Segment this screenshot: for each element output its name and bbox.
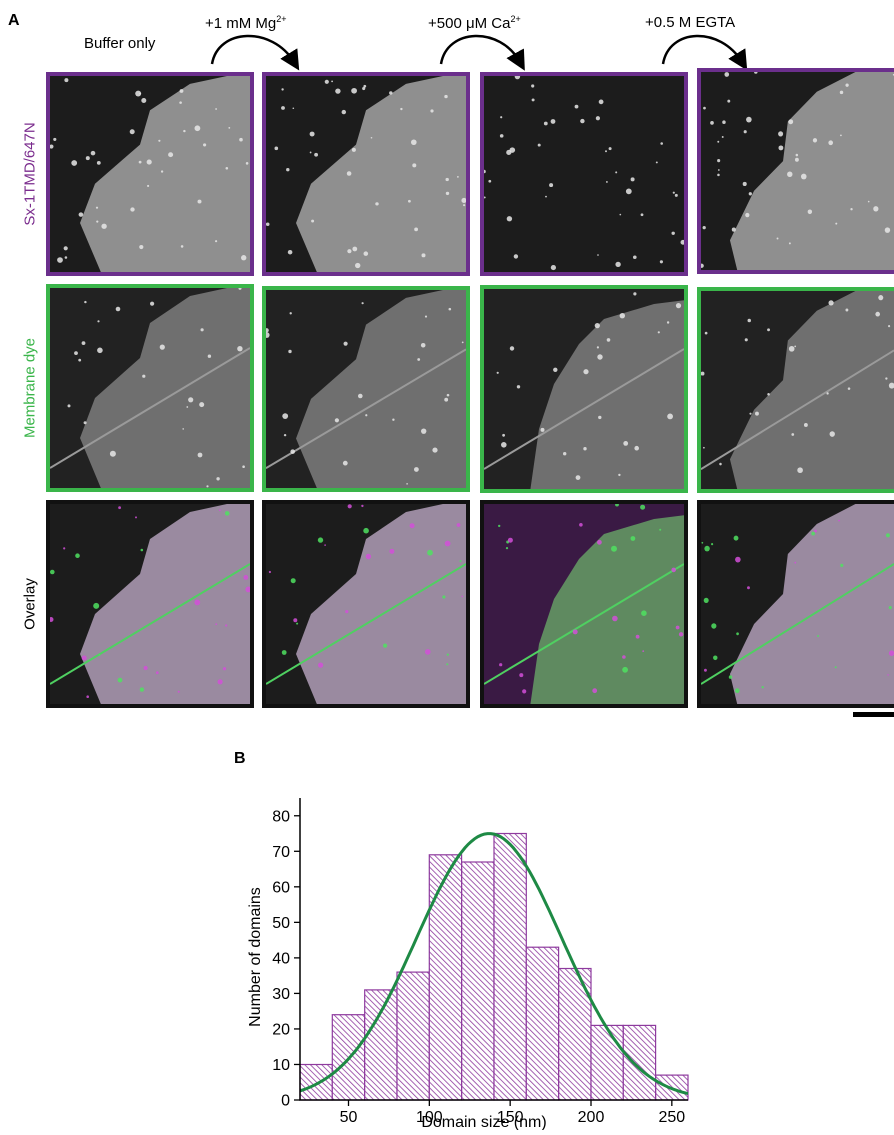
y-tick-label: 70 [272,844,290,861]
histogram-bar [590,1024,624,1101]
y-tick-label: 40 [272,950,290,967]
histogram-bar [493,832,527,1101]
image-overlay-egta [697,500,894,708]
y-tick-label: 30 [272,986,290,1003]
histogram-bar [364,989,398,1101]
panel-a-letter: A [8,12,20,29]
y-tick-label: 20 [272,1021,290,1038]
row-label-overlay: Overlay [21,578,39,630]
image-membrane-mg [262,286,470,492]
x-tick-label: 50 [340,1109,358,1126]
histogram-svg: 0 10 20 30 40 50 60 70 80 50 100 150 200 250 Domain si… [247,798,689,1131]
image-membrane-buffer [46,284,254,492]
condition-label-ca: +500 μM Ca2+ [428,14,521,32]
y-tick-label: 60 [272,879,290,896]
y-tick-label: 50 [272,915,290,932]
histogram-bar [396,971,430,1101]
histogram-bar [461,861,495,1101]
image-overlay-ca [480,500,688,708]
image-membrane-egta [697,287,894,493]
row-label-sx1tmd: Sx-1TMD/647N [21,122,39,226]
x-axis-label: Domain size (nm) [421,1114,546,1130]
gaussian-fit-line [299,832,689,1096]
histogram-bar [622,1024,657,1101]
x-tick-label: 100 [416,1109,443,1126]
histogram-bar [428,854,463,1101]
image-sx1tmd-mg [262,72,470,276]
image-sx1tmd-buffer [46,72,254,276]
x-tick-label: 200 [578,1109,605,1126]
condition-label-buffer: Buffer only [84,35,156,52]
arrow-to-egta [661,34,748,71]
image-overlay-buffer [46,500,254,708]
arrow-to-mg [210,34,300,71]
histogram-bar [525,946,560,1101]
image-sx1tmd-ca [480,72,688,276]
condition-label-egta: +0.5 M EGTA [645,14,736,31]
image-sx1tmd-egta [697,68,894,274]
y-tick-label: 0 [281,1093,290,1110]
x-tick-label: 150 [497,1109,524,1126]
y-axis-label: Number of domains [247,887,264,1027]
scale-bar [853,712,894,717]
y-tick-label: 80 [272,808,290,825]
condition-arrows [210,34,748,71]
condition-label-mg: +1 mM Mg2+ [205,14,287,32]
y-tick-label: 10 [272,1057,290,1074]
x-tick-label: 250 [658,1109,685,1126]
histogram-chart: 0 10 20 30 40 50 60 70 80 50 100 150 200 250 Domain si… [230,770,710,1131]
row-label-membrane-dye: Membrane dye [21,337,39,439]
arrow-to-ca [439,34,525,71]
panel-b-letter: B [234,750,246,767]
image-membrane-ca [480,285,688,493]
histogram-bar [299,1063,333,1101]
image-overlay-mg [262,500,470,708]
